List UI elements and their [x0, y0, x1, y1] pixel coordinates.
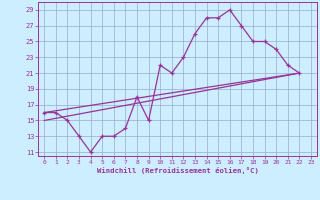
X-axis label: Windchill (Refroidissement éolien,°C): Windchill (Refroidissement éolien,°C)	[97, 167, 259, 174]
